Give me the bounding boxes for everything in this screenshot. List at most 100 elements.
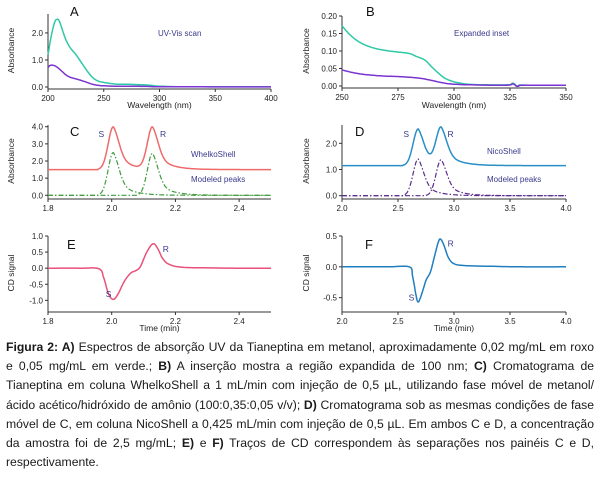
y-tick-label: 0.0: [32, 264, 44, 273]
x-tick-label: 350: [559, 93, 573, 102]
x-tick-label: 3.5: [504, 317, 516, 326]
peak-label-s: S: [409, 293, 415, 303]
x-tick-label: 4.0: [560, 204, 572, 213]
x-axis-title: Time (min): [139, 323, 179, 333]
x-tick-label: 250: [97, 94, 111, 103]
y-tick-label: 0.5: [326, 232, 338, 241]
series-line-0-02-mg-ml-roxo: [341, 69, 566, 88]
y-tick-label: 0.0: [326, 192, 338, 201]
peak-label-s: S: [98, 129, 104, 139]
x-tick-label: 2.0: [106, 204, 118, 213]
y-tick-label: -0.5: [29, 280, 43, 289]
y-tick-label: 0.10: [321, 47, 337, 56]
y-axis-title: Absorbance: [6, 28, 16, 74]
x-tick-label: 325: [503, 93, 517, 102]
panel-d: 2.0 2.5 3.0 3.5 4.0 0.0 1.0 2.0 Absorbance D NicoS…: [301, 124, 572, 213]
series-line-modeled-peak-r: [342, 159, 566, 197]
x-tick-label: 2.2: [170, 204, 182, 213]
y-axis-title: Absorbance: [6, 138, 16, 184]
peak-label-r: R: [448, 238, 454, 248]
y-tick-label: 4.0: [32, 123, 44, 132]
panel-letter: A: [70, 4, 79, 19]
peak-label-r: R: [163, 244, 169, 254]
y-tick-label: 1.0: [32, 174, 44, 183]
peak-label-s: S: [106, 289, 112, 299]
x-tick-label: 300: [153, 94, 167, 103]
x-tick-label: 2.5: [392, 204, 404, 213]
x-tick-label: 4.0: [560, 317, 572, 326]
series-line-cd-whelkoshell: [48, 242, 271, 301]
series-line-modeled-peak-s: [48, 152, 271, 196]
panel-f: 2.0 2.5 3.0 3.5 4.0 -0.5 0.0 0.5 CD signal Time (…: [301, 232, 572, 333]
panel-annotation: UV-Vis scan: [158, 29, 201, 38]
y-tick-label: 0.05: [321, 65, 337, 74]
caption-text: Cromatograma sob as mesmas condições de …: [6, 397, 594, 451]
series-line-whelkoshell: [47, 126, 272, 171]
x-tick-label: 3.5: [504, 204, 516, 213]
panel-b: 250 275 300 325 350 0.00 0.05 0.10 0.15 0.20 Absor…: [301, 4, 573, 110]
caption-text: e: [194, 436, 213, 451]
panel-annotation: Modeled peaks: [487, 175, 541, 184]
x-tick-label: 2.4: [234, 204, 246, 213]
x-tick-label: 2.0: [336, 204, 348, 213]
y-tick-label: 1.0: [32, 232, 44, 241]
figure-caption: Figura 2: A) Espectros de absorção UV da…: [6, 338, 594, 472]
x-tick-label: 2.4: [234, 317, 246, 326]
x-tick-label: 3.0: [448, 317, 460, 326]
y-tick-label: -0.5: [323, 294, 337, 303]
y-tick-label: -1.0: [29, 296, 43, 305]
y-axis-title: Absorbance: [301, 138, 311, 184]
x-tick-label: 300: [447, 93, 461, 102]
y-tick-label: 0.0: [32, 83, 44, 92]
y-tick-label: 1.0: [32, 56, 44, 65]
series-line-cd-nicoshell: [342, 238, 566, 303]
y-tick-label: 0.00: [321, 82, 337, 91]
y-tick-label: 0.5: [32, 248, 44, 257]
x-tick-label: 3.0: [448, 204, 460, 213]
x-axis-title: Wavelength (nm): [127, 100, 192, 110]
y-tick-label: 2.0: [32, 157, 44, 166]
panel-annotation: NicoShell: [487, 147, 521, 156]
caption-label: B): [158, 359, 172, 374]
caption-text: Espectros de absorção UV da Tianeptina e…: [6, 340, 594, 374]
x-tick-label: 1.8: [42, 204, 54, 213]
panel-a: 200 250 300 350 400 0.0 1.0 2.0 Absorbance Wavele…: [6, 4, 278, 110]
y-axis-title: CD signal: [6, 254, 16, 291]
panel-c: 1.8 2.0 2.2 2.4 0.0 1.0 2.0 3.0 4.0 Absorbance C Wh…: [6, 123, 272, 213]
panel-letter: E: [67, 237, 76, 252]
panel-letter: B: [366, 4, 375, 19]
x-tick-label: 250: [335, 93, 349, 102]
caption-label: D): [303, 397, 317, 412]
caption-label: E): [181, 436, 194, 451]
x-tick-label: 200: [41, 94, 55, 103]
peak-label-r: R: [447, 129, 453, 139]
y-axis-title: Absorbance: [301, 28, 311, 74]
x-tick-label: 275: [391, 93, 405, 102]
peak-label-s: S: [403, 129, 409, 139]
panel-e: 1.8 2.0 2.2 2.4 -1.0 -0.5 0.0 0.5 1.0 CD signal Ti…: [6, 232, 271, 333]
caption-label: C): [473, 359, 487, 374]
caption-text: A inserção mostra a região expandida de …: [171, 359, 474, 374]
figure: 200 250 300 350 400 0.0 1.0 2.0 Absorbance Wavele…: [6, 4, 573, 333]
y-tick-label: 0.0: [32, 191, 44, 200]
x-axis-title: Time (min): [434, 323, 474, 333]
series-line-0-02-mg-ml-roxo: [47, 64, 271, 88]
series-line-0-05-mg-ml-verde: [47, 18, 271, 88]
peak-label-r: R: [160, 129, 166, 139]
y-tick-label: 0.0: [326, 263, 338, 272]
x-tick-label: 2.0: [336, 317, 348, 326]
panel-annotation: Modeled peaks: [191, 175, 245, 184]
caption-label: F): [212, 436, 224, 451]
figure-svg: 200 250 300 350 400 0.0 1.0 2.0 Absorbance Wavele…: [6, 4, 573, 333]
y-tick-label: 0.20: [321, 12, 337, 21]
series-line-nicoshell: [341, 126, 567, 167]
caption-label: Figura 2: A): [6, 340, 75, 354]
x-axis-title: Wavelength (nm): [422, 100, 487, 110]
x-tick-label: 400: [264, 94, 278, 103]
panel-annotation: Expanded inset: [454, 29, 510, 38]
y-tick-label: 0.15: [321, 30, 337, 39]
x-tick-label: 2.0: [106, 317, 118, 326]
x-tick-label: 350: [209, 94, 223, 103]
y-axis-title: CD signal: [301, 254, 311, 291]
caption-text: Traços de CD correspondem às separações …: [6, 436, 594, 470]
